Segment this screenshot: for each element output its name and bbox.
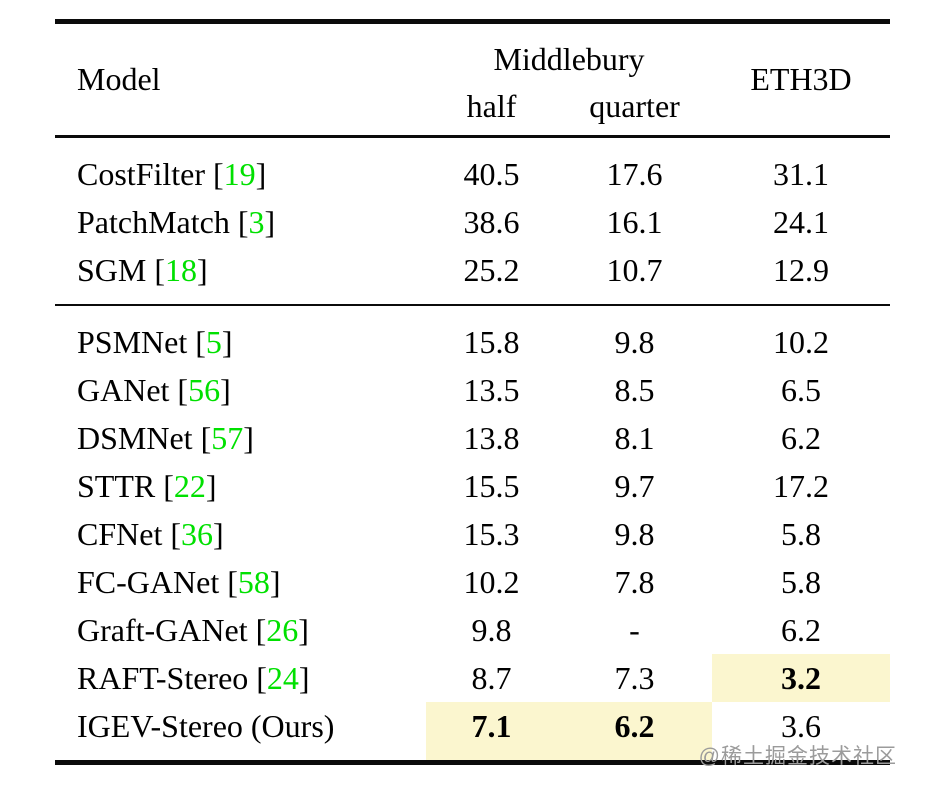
citation-number: 5 (205, 323, 222, 360)
column-header-quarter: quarter (589, 88, 680, 125)
value-cell: 6.5 (781, 371, 821, 408)
citation-number: 56 (188, 371, 221, 408)
model-name-cell: SGM [18] (77, 251, 208, 288)
value-cell: 40.5 (463, 155, 520, 192)
value-cell: 13.8 (463, 419, 520, 456)
value-cell: 25.2 (463, 251, 520, 288)
value-cell: 24.1 (773, 203, 829, 240)
value-cell: 38.6 (463, 203, 520, 240)
value-cell: 17.2 (773, 467, 829, 504)
value-cell: 9.7 (614, 467, 655, 504)
header-row-sub: half quarter (55, 79, 890, 137)
value-cell: 10.7 (606, 251, 663, 288)
table-row: SGM [18] 25.2 10.7 12.9 (55, 246, 890, 305)
value-cell: 12.9 (773, 251, 829, 288)
model-name-cell: GANet [56] (77, 371, 231, 408)
table-row: DSMNet [57] 13.8 8.1 6.2 (55, 414, 890, 462)
value-cell: 17.6 (606, 155, 663, 192)
citation-number: 19 (223, 155, 256, 192)
header-row-group: Model Middlebury ETH3D (55, 22, 890, 98)
value-cell: 3.6 (781, 707, 821, 744)
table-row: PatchMatch [3] 38.6 16.1 24.1 (55, 198, 890, 246)
value-cell: 9.8 (614, 323, 655, 360)
value-cell: 7.8 (614, 563, 655, 600)
value-cell: 8.7 (471, 659, 512, 696)
value-cell: - (629, 611, 640, 648)
value-cell: 7.1 (426, 702, 557, 763)
model-name-cell: CFNet [36] (77, 515, 224, 552)
value-cell: 6.2 (557, 702, 712, 763)
value-cell: 31.1 (773, 155, 829, 192)
value-cell: 6.2 (781, 419, 821, 456)
value-cell: 15.3 (463, 515, 520, 552)
watermark: @稀土掘金技术社区 (698, 745, 897, 768)
value-cell: 13.5 (463, 371, 520, 408)
value-cell: 8.5 (614, 371, 655, 408)
model-name-cell: CostFilter [19] (77, 155, 267, 192)
citation-number: 57 (211, 419, 244, 456)
model-name-cell: DSMNet [57] (77, 419, 254, 456)
table-row: PSMNet [5] 15.8 9.8 10.2 (55, 305, 890, 366)
model-name-cell: FC-GANet [58] (77, 563, 281, 600)
value-cell: 8.1 (614, 419, 655, 456)
table-row: FC-GANet [58] 10.2 7.8 5.8 (55, 558, 890, 606)
value-cell: 10.2 (773, 323, 829, 360)
model-name-cell: RAFT-Stereo [24] (77, 659, 310, 696)
value-cell: 5.8 (781, 515, 821, 552)
results-table: Model Middlebury ETH3D half quarter Cost… (55, 19, 890, 765)
table-row: RAFT-Stereo [24] 8.7 7.3 3.2 (55, 654, 890, 702)
table-row: CFNet [36] 15.3 9.8 5.8 (55, 510, 890, 558)
column-header-half: half (466, 88, 517, 125)
citation-number: 26 (266, 611, 299, 648)
citation-number: 22 (173, 467, 206, 504)
value-cell: 9.8 (614, 515, 655, 552)
table-row: IGEV-Stereo (Ours) 7.1 6.2 3.6 (55, 702, 890, 763)
value-cell: 6.2 (781, 611, 821, 648)
model-name-cell: PSMNet [5] (77, 323, 233, 360)
model-name-cell: Graft-GANet [26] (77, 611, 309, 648)
citation-number: 36 (181, 515, 213, 552)
table-row: GANet [56] 13.5 8.5 6.5 (55, 366, 890, 414)
model-name-cell: IGEV-Stereo (Ours) (77, 707, 335, 744)
column-group-header-middlebury: Middlebury (493, 40, 645, 77)
citation-number: 24 (266, 659, 299, 696)
value-cell: 16.1 (606, 203, 663, 240)
column-header-model: Model (77, 61, 161, 97)
table-row: STTR [22] 15.5 9.7 17.2 (55, 462, 890, 510)
citation-number: 58 (237, 563, 270, 600)
table-row: Graft-GANet [26] 9.8 - 6.2 (55, 606, 890, 654)
value-cell: 5.8 (781, 563, 821, 600)
model-name-cell: PatchMatch [3] (77, 203, 276, 240)
value-cell: 15.8 (463, 323, 520, 360)
value-cell: 7.3 (614, 659, 655, 696)
table-section-learning: PSMNet [5] 15.8 9.8 10.2 GANet [56] 13.5 8.5 6.… (55, 305, 890, 763)
table-row: CostFilter [19] 40.5 17.6 31.1 (55, 137, 890, 199)
value-cell: 15.5 (463, 467, 520, 504)
value-cell: 10.2 (463, 563, 520, 600)
value-cell: 9.8 (471, 611, 512, 648)
table-header: Model Middlebury ETH3D half quarter (55, 22, 890, 137)
table-section-traditional: CostFilter [19] 40.5 17.6 31.1 PatchMatch [3… (55, 137, 890, 306)
value-cell: 3.2 (712, 654, 890, 702)
citation-number: 18 (165, 251, 198, 288)
column-header-eth3d: ETH3D (750, 61, 852, 97)
citation-number: 3 (248, 203, 265, 240)
model-name-cell: STTR [22] (77, 467, 217, 504)
